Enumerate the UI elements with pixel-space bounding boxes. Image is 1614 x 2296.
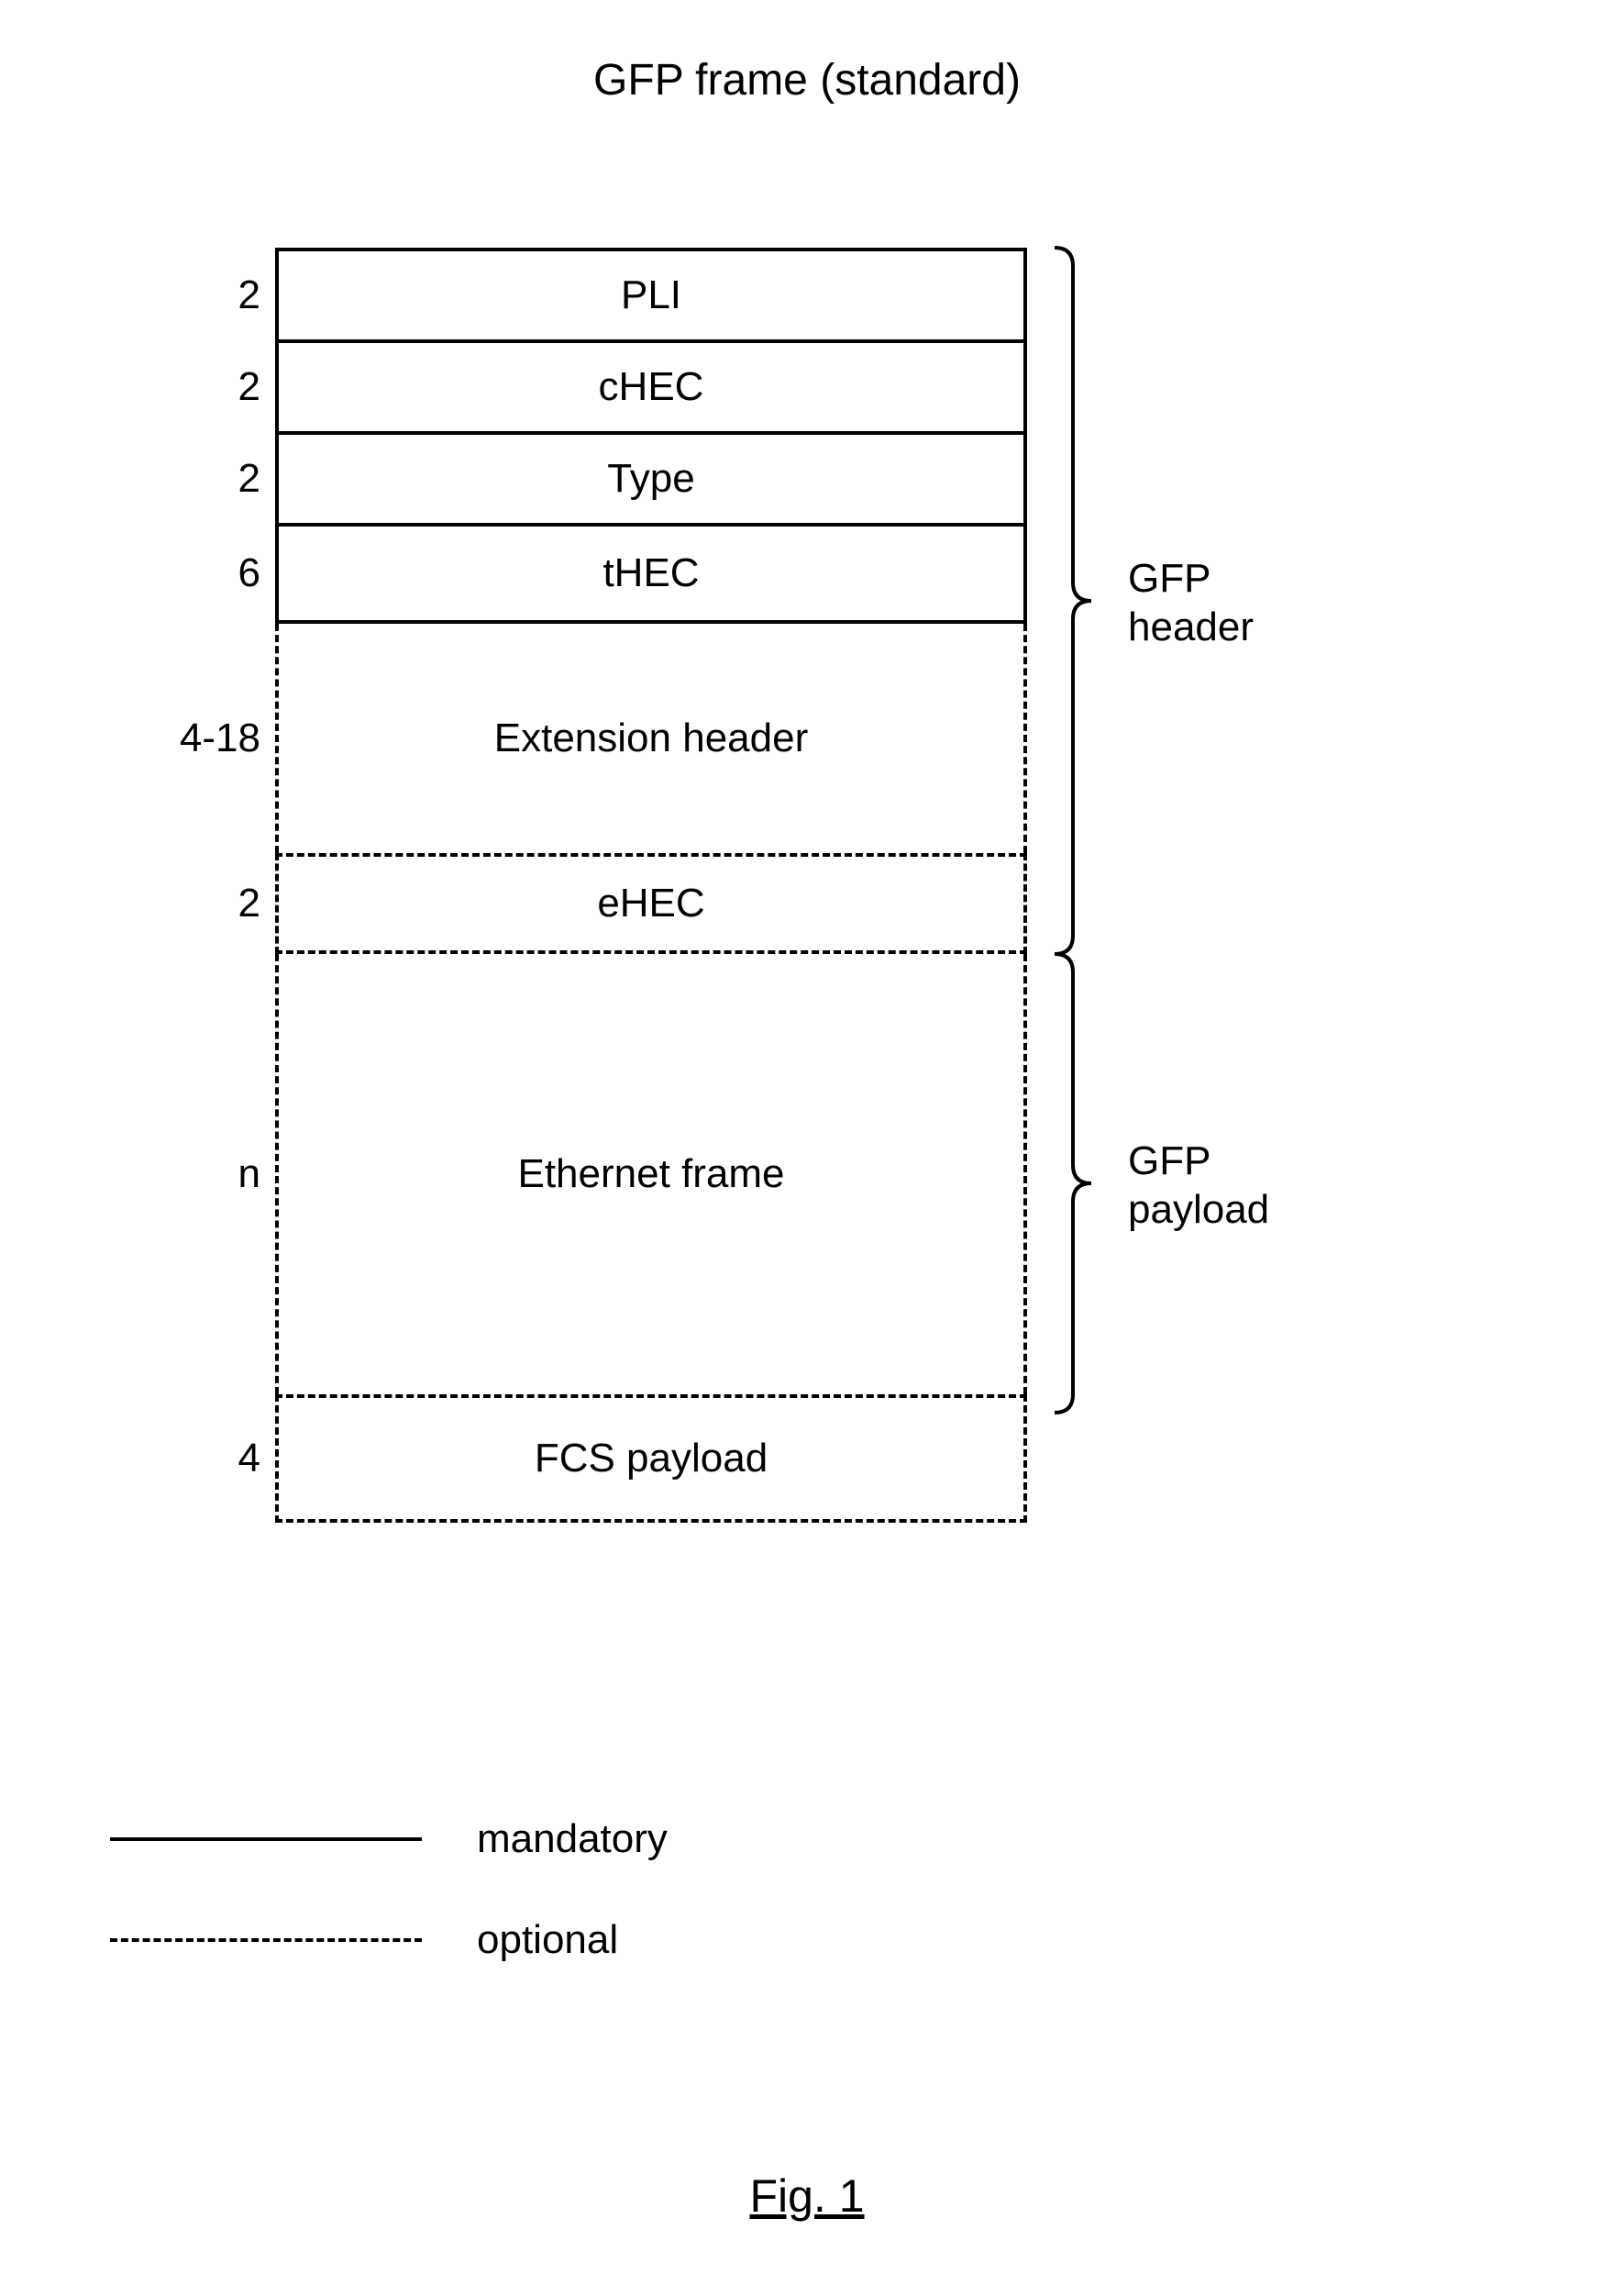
- frame-row: 2Type: [275, 431, 1027, 523]
- legend-dashed-line: [110, 1938, 422, 1942]
- row-bytes: 4: [132, 1436, 260, 1481]
- row-label: Extension header: [494, 715, 808, 761]
- frame-row: 2eHEC: [275, 853, 1027, 954]
- legend-mandatory: mandatory: [110, 1816, 668, 1862]
- frame-row: 4-18Extension header: [275, 624, 1027, 853]
- row-bytes: 4-18: [132, 715, 260, 761]
- row-label: Type: [607, 456, 694, 502]
- frame-row: 2cHEC: [275, 339, 1027, 431]
- page: GFP frame (standard) 2PLI2cHEC2Type6tHEC…: [0, 0, 1614, 2296]
- row-label: Ethernet frame: [517, 1151, 784, 1197]
- brace-payload-label: GFPpayload: [1128, 1137, 1269, 1235]
- brace-payload: [1055, 954, 1110, 1413]
- legend-optional: optional: [110, 1917, 668, 1963]
- diagram-title: GFP frame (standard): [0, 55, 1614, 105]
- row-label: tHEC: [602, 550, 699, 596]
- frame-row: 4FCS payload: [275, 1394, 1027, 1523]
- legend-solid-line: [110, 1837, 422, 1841]
- row-bytes: 2: [132, 272, 260, 318]
- row-bytes: n: [132, 1151, 260, 1197]
- row-label: FCS payload: [535, 1436, 768, 1481]
- legend-optional-label: optional: [477, 1917, 618, 1963]
- row-bytes: 2: [132, 456, 260, 502]
- frame-stack: 2PLI2cHEC2Type6tHEC4-18Extension header2…: [275, 248, 1027, 1523]
- row-label: eHEC: [597, 881, 704, 926]
- frame-row: 6tHEC: [275, 523, 1027, 624]
- row-label: PLI: [621, 272, 681, 318]
- row-bytes: 6: [132, 550, 260, 596]
- row-label: cHEC: [599, 364, 704, 410]
- brace-header: [1055, 248, 1110, 954]
- row-bytes: 2: [132, 364, 260, 410]
- brace-header-label: GFPheader: [1128, 555, 1254, 652]
- legend-mandatory-label: mandatory: [477, 1816, 668, 1862]
- legend: mandatory optional: [110, 1816, 668, 2018]
- frame-row: 2PLI: [275, 248, 1027, 339]
- row-bytes: 2: [132, 881, 260, 926]
- figure-label: Fig. 1: [0, 2169, 1614, 2223]
- frame-row: nEthernet frame: [275, 954, 1027, 1394]
